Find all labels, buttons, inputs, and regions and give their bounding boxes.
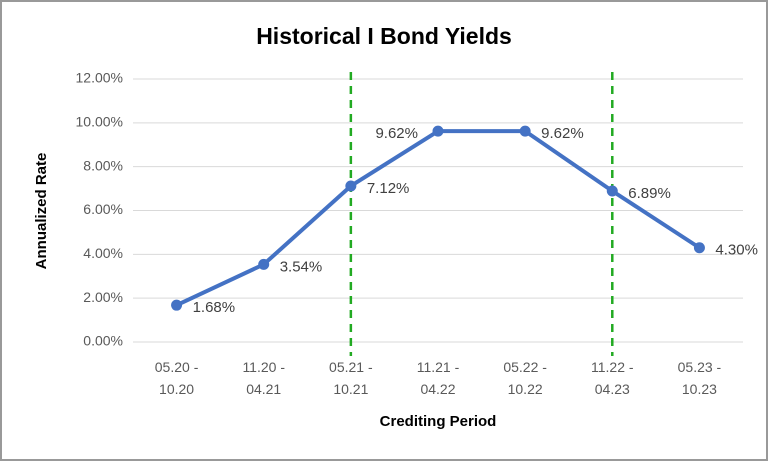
y-tick-label: 4.00% [83, 245, 123, 261]
data-point [693, 242, 705, 254]
x-tick-label: 11.20 -04.21 [242, 359, 285, 397]
data-label: 6.89% [628, 185, 671, 202]
y-tick-label: 12.00% [76, 70, 123, 86]
data-point [345, 180, 357, 192]
x-tick-label: 05.23 -10.23 [678, 359, 722, 397]
y-axis-label: Annualized Rate [33, 153, 50, 270]
data-label: 4.30% [715, 242, 758, 259]
y-tick-label: 10.00% [76, 114, 123, 130]
x-tick-label: 05.21 -10.21 [329, 359, 373, 397]
data-label: 9.62% [375, 125, 418, 142]
data-label: 7.12% [367, 180, 410, 197]
x-axis-label: Crediting Period [380, 413, 497, 430]
data-label: 3.54% [280, 258, 323, 275]
data-point [606, 185, 618, 197]
data-label: 1.68% [193, 299, 236, 316]
y-tick-label: 2.00% [83, 289, 123, 305]
x-tick-label: 11.21 -04.22 [417, 359, 460, 397]
data-point [519, 125, 531, 137]
data-label: 9.62% [541, 125, 584, 142]
y-tick-label: 0.00% [83, 333, 123, 349]
data-point [258, 258, 270, 270]
x-tick-label: 11.22 -04.23 [591, 359, 634, 397]
chart-title: Historical I Bond Yields [256, 23, 512, 49]
x-tick-label: 05.22 -10.22 [503, 359, 547, 397]
x-tick-label: 05.20 -10.20 [155, 359, 199, 397]
data-point [432, 125, 444, 137]
data-point [171, 299, 183, 311]
y-tick-label: 6.00% [83, 201, 123, 217]
y-tick-label: 8.00% [83, 157, 123, 173]
